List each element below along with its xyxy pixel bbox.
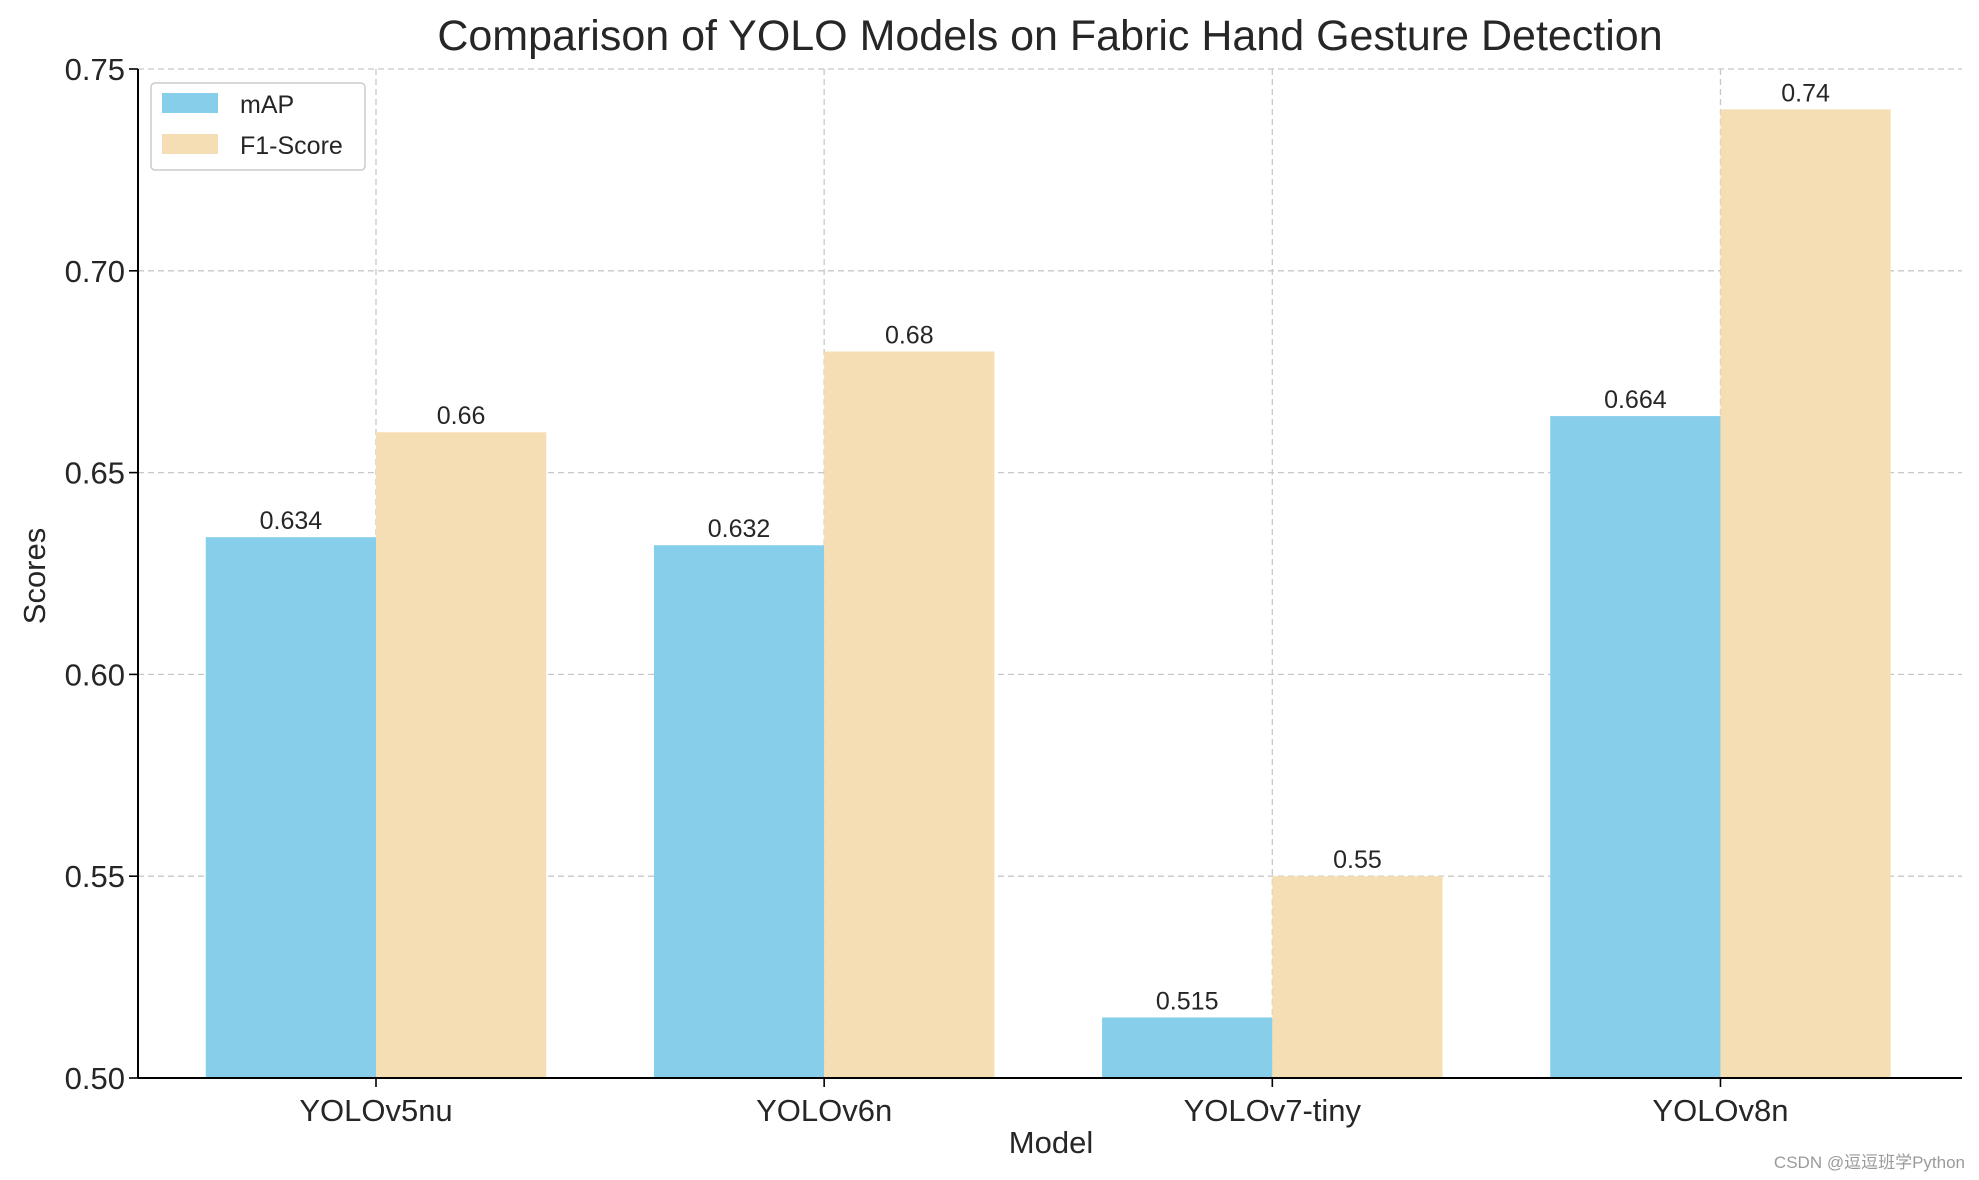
data-label-f1-score-yolov8n: 0.74 <box>1781 79 1830 107</box>
x-tick-label-yolov6n: YOLOv6n <box>756 1093 892 1128</box>
bars-layer <box>205 109 1891 1079</box>
y-tick-label: 0.75 <box>65 52 125 87</box>
data-label-f1-score-yolov7-tiny: 0.55 <box>1333 846 1382 874</box>
legend-label-f1-score: F1-Score <box>240 132 343 160</box>
bar-map-yolov7-tiny <box>1102 1017 1273 1078</box>
y-tick-label: 0.60 <box>65 657 125 692</box>
data-label-f1-score-yolov5nu: 0.66 <box>437 402 486 430</box>
bar-map-yolov5nu <box>205 537 376 1078</box>
data-label-map-yolov6n: 0.632 <box>708 515 771 543</box>
legend: mAP F1-Score <box>150 82 366 171</box>
y-tick-label: 0.65 <box>65 456 125 491</box>
chart-title: Comparison of YOLO Models on Fabric Hand… <box>437 12 1662 60</box>
y-tick-label: 0.70 <box>65 254 125 289</box>
x-tick-label-yolov5nu: YOLOv5nu <box>299 1093 452 1128</box>
data-label-map-yolov8n: 0.664 <box>1604 386 1667 414</box>
y-tick-label: 0.50 <box>65 1061 125 1096</box>
labels-layer: 0.50 0.55 0.60 0.65 0.70 0.75 0.634 0.66 YOLOv5n… <box>65 52 1830 1128</box>
x-tick-label-yolov7-tiny: YOLOv7-tiny <box>1184 1093 1362 1128</box>
legend-swatch-f1-score <box>162 134 218 154</box>
bar-f1-score-yolov5nu <box>376 432 547 1078</box>
data-label-map-yolov5nu: 0.634 <box>260 507 323 535</box>
legend-swatch-map <box>162 93 218 113</box>
legend-label-map: mAP <box>240 91 294 119</box>
bar-f1-score-yolov7-tiny <box>1272 876 1443 1078</box>
y-axis-label: Scores <box>17 528 52 624</box>
y-tick-label: 0.55 <box>65 859 125 894</box>
bar-f1-score-yolov6n <box>824 351 995 1078</box>
data-label-f1-score-yolov6n: 0.68 <box>885 322 934 350</box>
bar-map-yolov6n <box>653 545 825 1078</box>
x-axis-label: Model <box>1009 1125 1093 1160</box>
bar-map-yolov8n <box>1550 416 1721 1078</box>
axes-layer <box>129 68 1962 1087</box>
data-label-map-yolov7-tiny: 0.515 <box>1156 987 1219 1015</box>
x-tick-label-yolov8n: YOLOv8n <box>1652 1093 1788 1128</box>
bar-f1-score-yolov8n <box>1720 109 1891 1079</box>
watermark: CSDN @逗逗班学Python <box>1774 1153 1965 1172</box>
